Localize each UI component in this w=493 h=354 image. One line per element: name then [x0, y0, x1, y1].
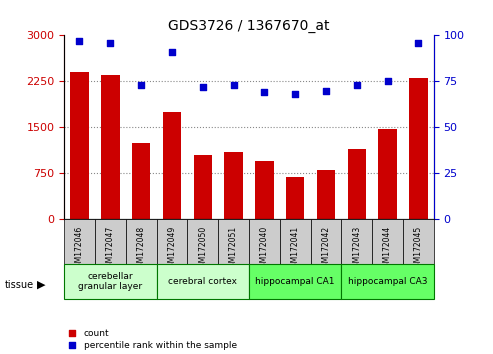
FancyBboxPatch shape [280, 219, 311, 264]
FancyBboxPatch shape [372, 219, 403, 264]
Point [168, 49, 176, 55]
Bar [317, 170, 335, 219]
Point [199, 84, 207, 90]
Bar [348, 149, 366, 219]
Point [353, 82, 361, 88]
FancyBboxPatch shape [187, 219, 218, 264]
FancyBboxPatch shape [95, 219, 126, 264]
FancyBboxPatch shape [249, 219, 280, 264]
Text: GSM172043: GSM172043 [352, 226, 361, 272]
FancyBboxPatch shape [341, 264, 434, 299]
Legend: count, percentile rank within the sample: count, percentile rank within the sample [64, 326, 241, 354]
Title: GDS3726 / 1367670_at: GDS3726 / 1367670_at [168, 19, 330, 33]
FancyBboxPatch shape [341, 219, 372, 264]
Bar [70, 72, 89, 219]
FancyBboxPatch shape [157, 219, 187, 264]
Bar [224, 152, 243, 219]
FancyBboxPatch shape [403, 219, 434, 264]
Point [106, 40, 114, 46]
Bar [286, 177, 305, 219]
Point [415, 40, 423, 46]
FancyBboxPatch shape [311, 219, 341, 264]
Bar [163, 112, 181, 219]
Text: GSM172042: GSM172042 [321, 226, 330, 272]
FancyBboxPatch shape [64, 219, 95, 264]
Text: GSM172051: GSM172051 [229, 226, 238, 272]
Point [137, 82, 145, 88]
Text: GSM172040: GSM172040 [260, 226, 269, 272]
Text: GSM172050: GSM172050 [198, 226, 207, 272]
Point [230, 82, 238, 88]
Text: GSM172045: GSM172045 [414, 226, 423, 272]
Bar [255, 161, 274, 219]
Text: hippocampal CA1: hippocampal CA1 [255, 277, 335, 286]
Text: cerebellar
granular layer: cerebellar granular layer [78, 272, 142, 291]
Bar [101, 75, 119, 219]
FancyBboxPatch shape [126, 219, 157, 264]
Text: GSM172046: GSM172046 [75, 226, 84, 272]
Point [75, 38, 83, 44]
FancyBboxPatch shape [157, 264, 249, 299]
Text: hippocampal CA3: hippocampal CA3 [348, 277, 427, 286]
FancyBboxPatch shape [218, 219, 249, 264]
Text: GSM172047: GSM172047 [106, 226, 115, 272]
Bar [378, 129, 397, 219]
Text: tissue: tissue [5, 280, 34, 290]
FancyBboxPatch shape [249, 264, 341, 299]
Point [291, 91, 299, 97]
Text: cerebral cortex: cerebral cortex [168, 277, 237, 286]
Point [322, 88, 330, 93]
Text: GSM172049: GSM172049 [168, 226, 176, 272]
Text: ▶: ▶ [37, 280, 45, 290]
Text: GSM172044: GSM172044 [383, 226, 392, 272]
Bar [132, 143, 150, 219]
Point [260, 90, 268, 95]
Text: GSM172048: GSM172048 [137, 226, 145, 272]
Point [384, 79, 391, 84]
Bar [409, 78, 427, 219]
Bar [193, 155, 212, 219]
Text: GSM172041: GSM172041 [291, 226, 300, 272]
FancyBboxPatch shape [64, 264, 157, 299]
